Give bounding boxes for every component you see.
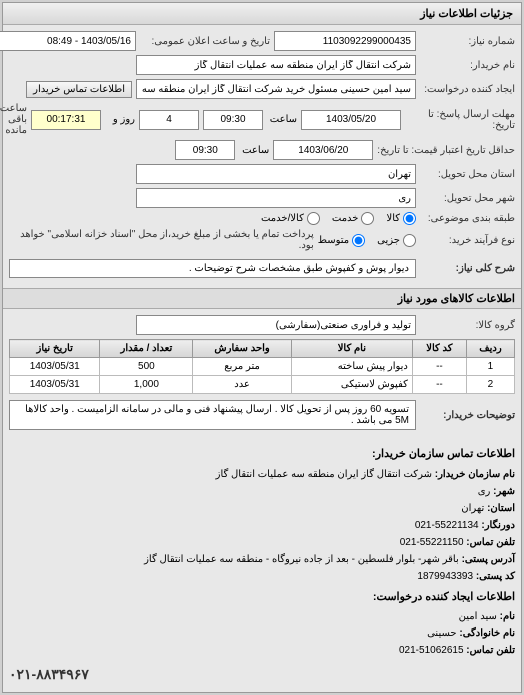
deadline-date-field[interactable] bbox=[301, 110, 401, 130]
province-label: استان محل تحویل: bbox=[420, 169, 515, 180]
category-radio-group: کالا خدمت کالا/خدمت bbox=[261, 212, 416, 225]
panel-title: جزئیات اطلاعات نیاز bbox=[420, 8, 513, 20]
goods-area: گروه کالا: ردیف کد کالا نام کالا واحد سف… bbox=[3, 309, 521, 440]
process-radio-group: جزیی متوسط bbox=[318, 234, 416, 247]
radio-khadamat[interactable]: خدمت bbox=[332, 212, 375, 225]
th-code: کد کالا bbox=[412, 340, 466, 358]
announce-label: تاریخ و ساعت اعلان عمومی: bbox=[140, 36, 270, 47]
buyer-note-box: تسویه 60 روز پس از تحویل کالا . ارسال پی… bbox=[9, 400, 416, 430]
city-field[interactable] bbox=[136, 188, 416, 208]
goods-section-title: اطلاعات کالاهای مورد نیاز bbox=[3, 288, 521, 309]
desc-box: دیوار پوش و کفپوش طبق مشخصات شرح توضیحات… bbox=[9, 259, 416, 278]
contact-phone2: تلفن تماس: 51062615-021 bbox=[9, 643, 515, 659]
validity-label: حداقل تاریخ اعتبار قیمت: تا تاریخ: bbox=[377, 145, 515, 156]
deadline-label: مهلت ارسال پاسخ: تا تاریخ: bbox=[405, 109, 515, 131]
process-label: نوع فرآیند خرید: bbox=[420, 235, 515, 246]
creator-title: اطلاعات ایجاد کننده درخواست: bbox=[9, 589, 515, 607]
requester-field[interactable] bbox=[136, 79, 416, 99]
th-unit: واحد سفارش bbox=[193, 340, 291, 358]
th-qty: تعداد / مقدار bbox=[100, 340, 193, 358]
row-city: شهر محل تحویل: bbox=[9, 188, 515, 208]
desc-label: شرح کلی نیاز: bbox=[420, 263, 515, 274]
row-deadline: مهلت ارسال پاسخ: تا تاریخ: ساعت روز و سا… bbox=[9, 103, 515, 136]
row-province: استان محل تحویل: bbox=[9, 164, 515, 184]
th-row: ردیف bbox=[466, 340, 514, 358]
deadline-time-field[interactable] bbox=[203, 110, 263, 130]
table-row[interactable]: 1 -- دیوار پیش ساخته متر مربع 500 1403/0… bbox=[10, 358, 515, 376]
buyer-note-label: توضیحات خریدار: bbox=[420, 410, 515, 421]
contact-button[interactable]: اطلاعات تماس خریدار bbox=[26, 81, 132, 98]
validity-time-field[interactable] bbox=[175, 140, 235, 160]
row-group: گروه کالا: bbox=[9, 315, 515, 335]
group-label: گروه کالا: bbox=[420, 320, 515, 331]
time-label-2: ساعت bbox=[239, 145, 269, 156]
request-no-field[interactable] bbox=[274, 31, 416, 51]
remain-label: ساعت باقی مانده bbox=[0, 103, 27, 136]
form-area: شماره نیاز: تاریخ و ساعت اعلان عمومی: نا… bbox=[3, 25, 521, 288]
contact-addr: آدرس پستی: باقر شهر- بلوار فلسطین - بعد … bbox=[9, 552, 515, 568]
footer-phone: ۰۲۱-۸۸۳۴۹۶۷ bbox=[9, 663, 515, 685]
category-label: طبقه بندی موضوعی: bbox=[420, 213, 515, 224]
table-row[interactable]: 2 -- کفپوش لاستیکی عدد 1,000 1403/05/31 bbox=[10, 376, 515, 394]
th-name: نام کالا bbox=[291, 340, 412, 358]
table-header-row: ردیف کد کالا نام کالا واحد سفارش تعداد /… bbox=[10, 340, 515, 358]
requester-label: ایجاد کننده درخواست: bbox=[420, 84, 515, 95]
contact-fax: دورنگار: 55221134-021 bbox=[9, 518, 515, 534]
time-label-1: ساعت bbox=[267, 114, 297, 125]
goods-table: ردیف کد کالا نام کالا واحد سفارش تعداد /… bbox=[9, 339, 515, 394]
row-category: طبقه بندی موضوعی: کالا خدمت کالا/خدمت bbox=[9, 212, 515, 225]
contact-lastname: نام خانوادگی: حسینی bbox=[9, 626, 515, 642]
th-date: تاریخ نیاز bbox=[10, 340, 100, 358]
contact-postcode: کد پستی: 1879943393 bbox=[9, 569, 515, 585]
row-request-no: شماره نیاز: تاریخ و ساعت اعلان عمومی: bbox=[9, 31, 515, 51]
row-process: نوع فرآیند خرید: جزیی متوسط پرداخت تمام … bbox=[9, 229, 515, 251]
buyer-name-field[interactable] bbox=[136, 55, 416, 75]
contact-org: نام سازمان خریدار: شرکت انتقال گاز ایران… bbox=[9, 467, 515, 483]
contact-title: اطلاعات تماس سازمان خریدار: bbox=[9, 446, 515, 464]
row-buyer-note: توضیحات خریدار: تسویه 60 روز پس از تحویل… bbox=[9, 400, 515, 430]
contact-city: شهر: ری bbox=[9, 484, 515, 500]
group-field[interactable] bbox=[136, 315, 416, 335]
contact-name: نام: سید امین bbox=[9, 609, 515, 625]
days-label: روز و bbox=[105, 114, 135, 125]
radio-motavaset[interactable]: متوسط bbox=[318, 234, 365, 247]
row-buyer: نام خریدار: bbox=[9, 55, 515, 75]
row-validity: حداقل تاریخ اعتبار قیمت: تا تاریخ: ساعت bbox=[9, 140, 515, 160]
radio-jozi[interactable]: جزیی bbox=[377, 234, 416, 247]
contact-section: اطلاعات تماس سازمان خریدار: نام سازمان خ… bbox=[3, 440, 521, 692]
city-label: شهر محل تحویل: bbox=[420, 193, 515, 204]
main-panel: جزئیات اطلاعات نیاز شماره نیاز: تاریخ و … bbox=[2, 2, 522, 693]
panel-header: جزئیات اطلاعات نیاز bbox=[3, 3, 521, 25]
remain-time-field bbox=[31, 110, 101, 130]
contact-phone: تلفن تماس: 55221150-021 bbox=[9, 535, 515, 551]
days-field[interactable] bbox=[139, 110, 199, 130]
request-no-label: شماره نیاز: bbox=[420, 36, 515, 47]
province-field[interactable] bbox=[136, 164, 416, 184]
row-desc: شرح کلی نیاز: دیوار پوش و کفپوش طبق مشخص… bbox=[9, 259, 515, 278]
radio-kala[interactable]: کالا bbox=[386, 212, 416, 225]
row-requester: ایجاد کننده درخواست: اطلاعات تماس خریدار bbox=[9, 79, 515, 99]
contact-province: استان: تهران bbox=[9, 501, 515, 517]
radio-kalakhadamat[interactable]: کالا/خدمت bbox=[261, 212, 320, 225]
validity-date-field[interactable] bbox=[273, 140, 373, 160]
announce-field[interactable] bbox=[0, 31, 136, 51]
buyer-name-label: نام خریدار: bbox=[420, 60, 515, 71]
process-note: پرداخت تمام یا بخشی از مبلغ خرید،از محل … bbox=[9, 229, 314, 251]
